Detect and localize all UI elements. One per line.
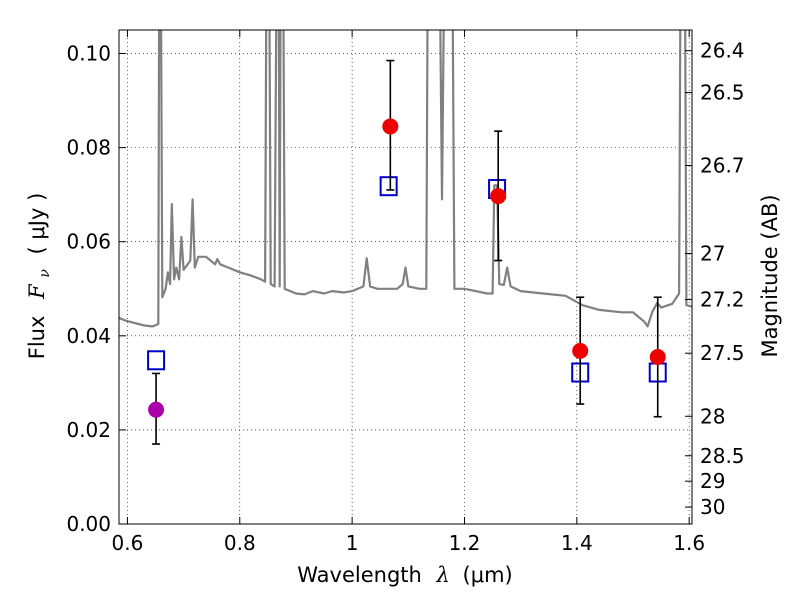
spectrum-line (119, 30, 692, 328)
observed-point (490, 188, 507, 205)
y-axis-label-subscript: ν (37, 269, 53, 278)
observed-point (572, 342, 589, 359)
x-tick-label: 1 (346, 531, 359, 555)
model-point (379, 176, 398, 197)
observed-point (382, 118, 399, 135)
observed-point (148, 401, 165, 418)
y2-tick-label: 28 (700, 404, 725, 428)
x-tick-label: 0.6 (112, 531, 144, 555)
y2-tick-label: 27.2 (700, 288, 745, 312)
observed-point (649, 348, 666, 365)
y-tick-label: 0.08 (66, 136, 111, 160)
y-tick-label: 0.02 (66, 418, 111, 442)
y2-tick-label: 30 (700, 495, 725, 519)
y2-tick-label: 26.5 (700, 81, 745, 105)
y2-tick-label: 26.4 (700, 39, 745, 63)
x-tick-label: 1.2 (449, 531, 481, 555)
y2-tick-label: 27.5 (700, 341, 745, 365)
y2-tick-label: 28.5 (700, 444, 745, 468)
plot-area (119, 30, 692, 445)
y2-tick-label: 29 (700, 469, 725, 493)
y-tick-label: 0.10 (66, 42, 111, 66)
y2-tick-label: 27 (700, 241, 725, 265)
x-tick-label: 1.6 (673, 531, 705, 555)
plot-frame (118, 29, 693, 525)
y-tick-label: 0.04 (66, 324, 111, 348)
plot-background (119, 30, 692, 524)
x-tick-label: 1.4 (561, 531, 593, 555)
y-axis-label: Flux F ν ( μJy ) (25, 193, 54, 360)
y-axis-label-symbol: F (25, 283, 49, 300)
y2-axis-label: Magnitude (AB) (758, 194, 782, 357)
y-axis-label-text: Flux (25, 316, 49, 360)
y-tick-label: 0.00 (66, 512, 111, 536)
model-point (147, 350, 166, 371)
axes: 0.6 0.8 1 1.2 1.4 1.6 0.00 0.02 0.04 0.06 0.08 0.10… (66, 30, 745, 555)
y2-tick-label: 26.7 (700, 153, 745, 177)
x-axis-label-unit: (μm) (463, 563, 513, 587)
x-tick-label: 0.8 (224, 531, 256, 555)
x-axis-label-symbol: λ (436, 563, 450, 587)
x-axis-label: Wavelength λ (μm) (297, 563, 512, 587)
x-axis-label-text: Wavelength (297, 563, 422, 587)
y-axis-label-unit: ( μJy ) (25, 193, 49, 255)
y-tick-label: 0.06 (66, 230, 111, 254)
